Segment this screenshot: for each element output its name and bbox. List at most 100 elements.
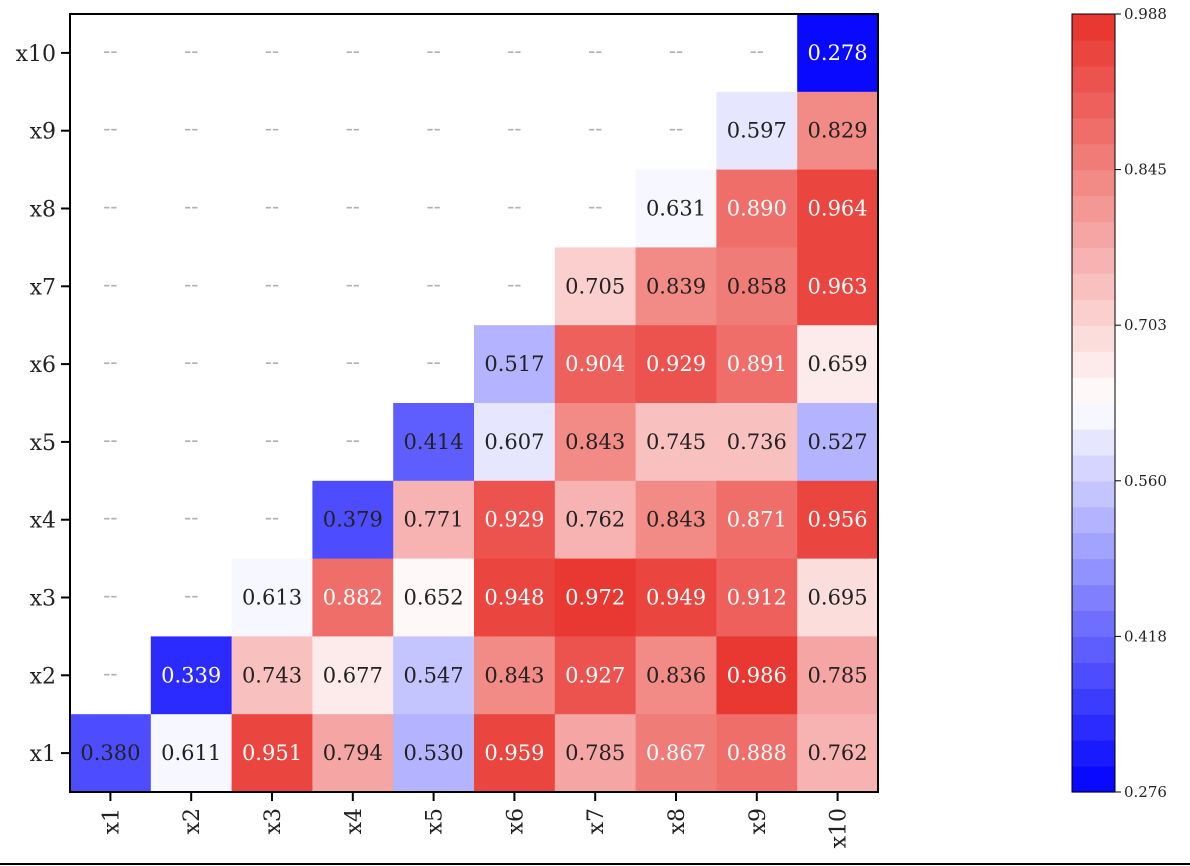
- heatmap-cell: [554, 247, 637, 326]
- colorbar-segment: [1072, 532, 1115, 560]
- x-tick-label: x8: [665, 808, 690, 834]
- colorbar-segment: [1072, 740, 1115, 767]
- cell-value-label: 0.912: [727, 586, 787, 610]
- heatmap-cell: [474, 403, 556, 482]
- colorbar-tick-label: 0.988: [1124, 5, 1167, 23]
- heatmap-cell: [635, 247, 717, 326]
- cell-value-label: 0.659: [808, 352, 868, 376]
- colorbar-segment: [1072, 403, 1115, 430]
- heatmap-cell: [635, 325, 717, 404]
- heatmap-cell: [393, 403, 475, 482]
- cell-empty-label: --: [103, 117, 117, 141]
- x-tick-label: x1: [99, 808, 124, 834]
- cell-empty-label: --: [669, 39, 683, 63]
- y-tick-label: x7: [30, 275, 56, 300]
- cell-value-label: 0.963: [808, 274, 868, 298]
- colorbar-segment: [1072, 558, 1115, 586]
- heatmap-cell: [716, 636, 798, 715]
- colorbar-segment: [1072, 325, 1115, 352]
- x-tick-label: x2: [180, 808, 205, 834]
- cell-empty-label: --: [103, 661, 117, 685]
- colorbar-segment: [1072, 117, 1115, 145]
- heatmap-cell: [231, 558, 313, 637]
- cell-empty-label: --: [507, 272, 521, 296]
- heatmap-cell: [554, 714, 637, 793]
- colorbar-segment: [1072, 428, 1115, 456]
- colorbar-segment: [1072, 221, 1115, 248]
- cell-value-label: 0.339: [161, 663, 221, 687]
- cell-value-label: 0.745: [646, 430, 706, 454]
- cell-value-label: 0.867: [646, 741, 706, 765]
- colorbar-segment: [1072, 377, 1115, 404]
- cell-value-label: 0.794: [323, 741, 383, 765]
- colorbar-frame: [1071, 13, 1116, 793]
- heatmap-cell: [393, 636, 475, 715]
- cell-value-label: 0.972: [565, 586, 625, 610]
- cell-empty-label: --: [750, 39, 764, 63]
- heatmap-cell: [635, 714, 717, 793]
- cell-value-label: 0.888: [727, 741, 787, 765]
- cell-empty-label: --: [426, 39, 440, 63]
- cell-empty-label: --: [103, 584, 117, 608]
- heatmap-cell: [554, 403, 637, 482]
- heatmap-cell: [554, 325, 637, 404]
- cell-value-label: 0.785: [565, 741, 625, 765]
- colorbar-segment: [1072, 714, 1115, 741]
- x-tick-label: x10: [827, 808, 852, 848]
- heatmap-cell: [797, 247, 879, 326]
- cell-empty-label: --: [184, 272, 198, 296]
- cell-value-label: 0.882: [323, 586, 383, 610]
- cell-value-label: 0.986: [727, 663, 787, 687]
- cell-empty-label: --: [184, 117, 198, 141]
- heatmap-cell: [70, 714, 152, 793]
- cell-empty-label: --: [588, 117, 602, 141]
- cell-value-label: 0.762: [808, 741, 868, 765]
- heatmap-cell: [554, 480, 637, 560]
- heatmap-cell: [635, 480, 717, 560]
- heatmap-cell: [635, 403, 717, 482]
- cell-empty-label: --: [103, 428, 117, 452]
- heatmap-cell: [797, 169, 879, 248]
- heatmap-cell: [797, 91, 879, 171]
- heatmap-cell: [474, 558, 556, 637]
- cell-value-label: 0.785: [808, 663, 868, 687]
- cell-empty-label: --: [265, 39, 279, 63]
- cell-empty-label: --: [265, 195, 279, 219]
- cell-empty-label: --: [184, 195, 198, 219]
- cell-value-label: 0.891: [727, 352, 787, 376]
- colorbar-segment: [1072, 39, 1115, 67]
- cell-empty-label: --: [346, 117, 360, 141]
- heatmap-cell: [150, 636, 233, 715]
- heatmap-cell: [716, 558, 798, 637]
- colorbar-segment: [1072, 636, 1115, 663]
- colorbar: 0.988 0.845 0.703 0.560 0.418 0.276: [1071, 5, 1167, 801]
- cell-empty-label: --: [265, 350, 279, 374]
- cell-value-label: 0.611: [161, 741, 221, 765]
- cell-value-label: 0.927: [565, 663, 625, 687]
- x-tick-label: x6: [503, 808, 528, 834]
- cell-value-label: 0.948: [484, 586, 544, 610]
- heatmap-cell: [716, 714, 798, 793]
- cell-value-label: 0.652: [404, 586, 464, 610]
- cell-value-label: 0.695: [808, 586, 868, 610]
- cell-empty-label: --: [507, 195, 521, 219]
- heatmap-cell: [231, 714, 313, 793]
- cell-empty-label: --: [346, 272, 360, 296]
- cell-empty-label: --: [426, 272, 440, 296]
- heatmap-cell: [393, 714, 475, 793]
- cell-value-label: 0.949: [646, 586, 706, 610]
- cell-empty-label: --: [103, 506, 117, 530]
- cell-value-label: 0.843: [646, 508, 706, 532]
- heatmap-cell: [635, 169, 717, 248]
- cell-empty-label: --: [103, 39, 117, 63]
- y-tick-label: x6: [30, 353, 56, 378]
- cell-empty-label: --: [184, 584, 198, 608]
- colorbar-segment: [1072, 195, 1115, 223]
- cell-value-label: 0.839: [646, 274, 706, 298]
- colorbar-tick-label: 0.703: [1124, 316, 1167, 334]
- cell-value-label: 0.631: [646, 197, 706, 221]
- colorbar-segment: [1072, 247, 1115, 274]
- colorbar-segment: [1072, 65, 1115, 93]
- cell-empty-label: --: [265, 506, 279, 530]
